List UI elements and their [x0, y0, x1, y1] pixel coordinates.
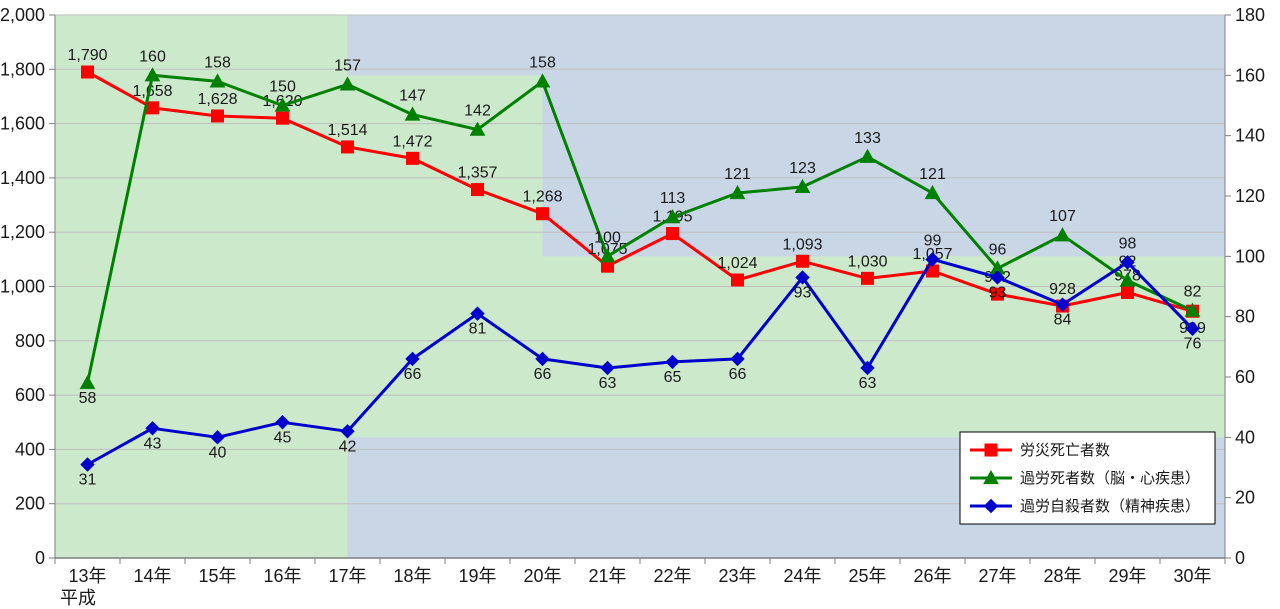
x-tick-label: 22年 [653, 566, 691, 586]
x-tick-label: 23年 [718, 566, 756, 586]
data-label-jisatsu: 43 [144, 435, 162, 452]
x-tick-label: 16年 [263, 566, 301, 586]
x-tick-label: 25年 [848, 566, 886, 586]
y-right-tick-label: 40 [1235, 427, 1255, 447]
legend: 労災死亡者数過労死者数（脳・心疾患） 過労自殺者数（精神疾患） [960, 432, 1215, 524]
data-label-jisatsu: 63 [859, 375, 877, 392]
data-label-karoshi: 133 [854, 130, 881, 147]
x-tick-label: 19年 [458, 566, 496, 586]
data-label-karoshi: 158 [204, 54, 231, 71]
data-label-jisatsu: 31 [79, 471, 97, 488]
data-label-jisatsu: 93 [794, 284, 812, 301]
x-tick-label: 18年 [393, 566, 431, 586]
x-tick-label: 27年 [978, 566, 1016, 586]
x-tick-label: 14年 [133, 566, 171, 586]
data-label-jisatsu: 45 [274, 429, 292, 446]
x-tick-label: 17年 [328, 566, 366, 586]
x-tick-label: 30年 [1173, 566, 1211, 586]
data-label-karoshi: 142 [464, 103, 491, 120]
data-label-rosai: 1,628 [197, 91, 237, 108]
data-label-karoshi: 157 [334, 57, 361, 74]
y-right-tick-label: 160 [1235, 65, 1265, 85]
y-left-tick-label: 200 [15, 494, 45, 514]
x-tick-label: 21年 [588, 566, 626, 586]
data-label-karoshi: 150 [269, 79, 296, 96]
x-tick-label: 20年 [523, 566, 561, 586]
data-label-karoshi: 121 [724, 166, 751, 183]
data-label-karoshi: 113 [660, 190, 686, 207]
data-label-rosai: 1,357 [457, 165, 497, 182]
y-right-tick-label: 140 [1235, 126, 1265, 146]
data-label-jisatsu: 76 [1184, 336, 1202, 353]
data-label-karoshi: 82 [1184, 284, 1202, 301]
y-left-tick-label: 800 [15, 331, 45, 351]
data-label-rosai: 1,024 [717, 255, 757, 272]
y-right-tick-label: 20 [1235, 488, 1255, 508]
data-label-rosai: 1,093 [782, 236, 822, 253]
data-label-karoshi: 96 [989, 241, 1007, 258]
data-label-karoshi: 58 [79, 390, 97, 407]
x-era-label: 平成 [60, 588, 96, 608]
y-right-tick-label: 120 [1235, 186, 1265, 206]
data-label-rosai: 928 [1049, 281, 1076, 298]
data-label-karoshi: 158 [529, 54, 556, 71]
data-label-karoshi: 121 [919, 166, 946, 183]
data-label-jisatsu: 66 [534, 366, 552, 383]
data-label-rosai: 1,514 [327, 122, 367, 139]
data-label-karoshi: 100 [594, 229, 621, 246]
data-label-jisatsu: 98 [1119, 235, 1137, 252]
data-label-jisatsu: 65 [664, 369, 682, 386]
y-right-tick-label: 100 [1235, 246, 1265, 266]
y-right-tick-label: 80 [1235, 307, 1255, 327]
x-tick-label: 13年 [68, 566, 106, 586]
plot-overlay [348, 15, 1226, 75]
data-label-jisatsu: 42 [339, 438, 357, 455]
data-label-jisatsu: 63 [599, 375, 617, 392]
data-label-jisatsu: 81 [469, 321, 487, 338]
data-label-jisatsu: 66 [404, 366, 422, 383]
data-label-rosai: 1,472 [392, 133, 432, 150]
data-label-jisatsu: 66 [729, 366, 747, 383]
legend-label-jisatsu: 過労自殺者数（精神疾患） [1020, 498, 1200, 515]
x-tick-label: 26年 [913, 566, 951, 586]
y-right-tick-label: 180 [1235, 5, 1265, 25]
x-tick-label: 28年 [1043, 566, 1081, 586]
y-left-tick-label: 1,000 [0, 277, 45, 297]
data-label-karoshi: 147 [399, 88, 426, 105]
legend-label-karoshi: 過労死者数（脳・心疾患） [1020, 470, 1200, 487]
data-label-rosai: 1,030 [847, 253, 887, 270]
y-right-tick-label: 0 [1235, 548, 1245, 568]
y-left-tick-label: 1,200 [0, 222, 45, 242]
data-label-jisatsu: 84 [1054, 312, 1072, 329]
data-label-karoshi: 160 [139, 48, 166, 65]
y-left-tick-label: 0 [35, 548, 45, 568]
y-right-tick-label: 60 [1235, 367, 1255, 387]
data-label-karoshi: 107 [1049, 208, 1076, 225]
y-left-tick-label: 400 [15, 439, 45, 459]
data-label-jisatsu: 40 [209, 444, 227, 461]
y-left-tick-label: 1,600 [0, 114, 45, 134]
y-left-tick-label: 1,800 [0, 59, 45, 79]
y-left-tick-label: 600 [15, 385, 45, 405]
x-tick-label: 15年 [198, 566, 236, 586]
y-left-tick-label: 2,000 [0, 5, 45, 25]
y-left-tick-label: 1,400 [0, 168, 45, 188]
x-tick-label: 29年 [1108, 566, 1146, 586]
data-label-jisatsu: 93 [989, 284, 1007, 301]
line-chart: 02004006008001,0001,2001,4001,6001,8002,… [0, 0, 1280, 609]
data-label-rosai: 1,268 [522, 189, 562, 206]
legend-label-rosai: 労災死亡者数 [1020, 442, 1110, 459]
data-label-rosai: 1,658 [132, 83, 172, 100]
data-label-rosai: 1,790 [67, 47, 107, 64]
x-tick-label: 24年 [783, 566, 821, 586]
data-label-jisatsu: 99 [924, 232, 942, 249]
data-label-karoshi: 123 [789, 160, 816, 177]
